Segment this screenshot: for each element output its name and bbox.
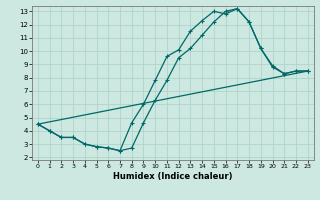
X-axis label: Humidex (Indice chaleur): Humidex (Indice chaleur) <box>113 172 233 181</box>
